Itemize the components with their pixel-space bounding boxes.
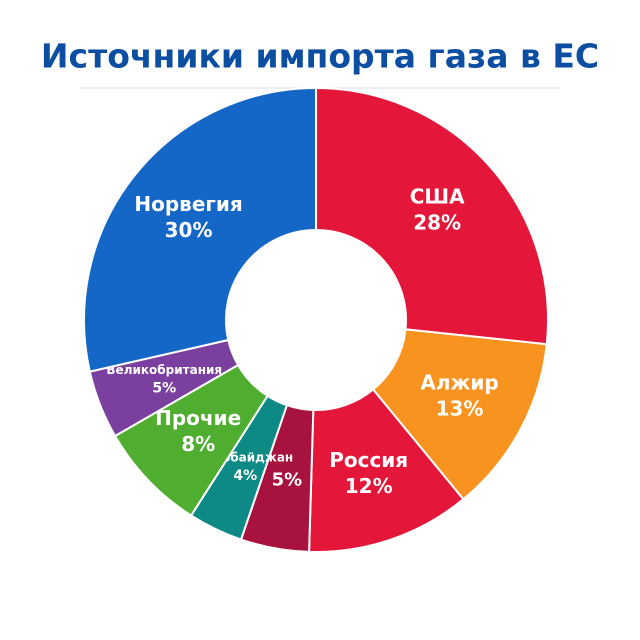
segment-value: 28% — [413, 210, 461, 234]
donut-segment — [83, 86, 317, 373]
donut-segment — [315, 86, 549, 346]
segment-value: 13% — [436, 397, 484, 421]
segment-label: США — [410, 184, 465, 208]
segment-value: 4% — [233, 468, 257, 484]
segment-label: Норвегия — [134, 192, 242, 216]
donut-segment — [371, 328, 548, 501]
segment-label: Алжир — [420, 371, 498, 395]
segment-value: 5% — [152, 381, 176, 397]
segment-value: 8% — [181, 432, 215, 456]
segment-label: Великобритания — [106, 363, 222, 377]
segment-value: 12% — [345, 474, 393, 498]
segment-value: 30% — [165, 218, 213, 242]
segment-label: Россия — [329, 448, 408, 472]
donut-segment — [308, 388, 465, 553]
segment-label: Прочие — [155, 406, 241, 430]
chart-title: Источники импорта газа в ЕС — [41, 37, 599, 76]
segment-value: 5% — [272, 469, 303, 490]
